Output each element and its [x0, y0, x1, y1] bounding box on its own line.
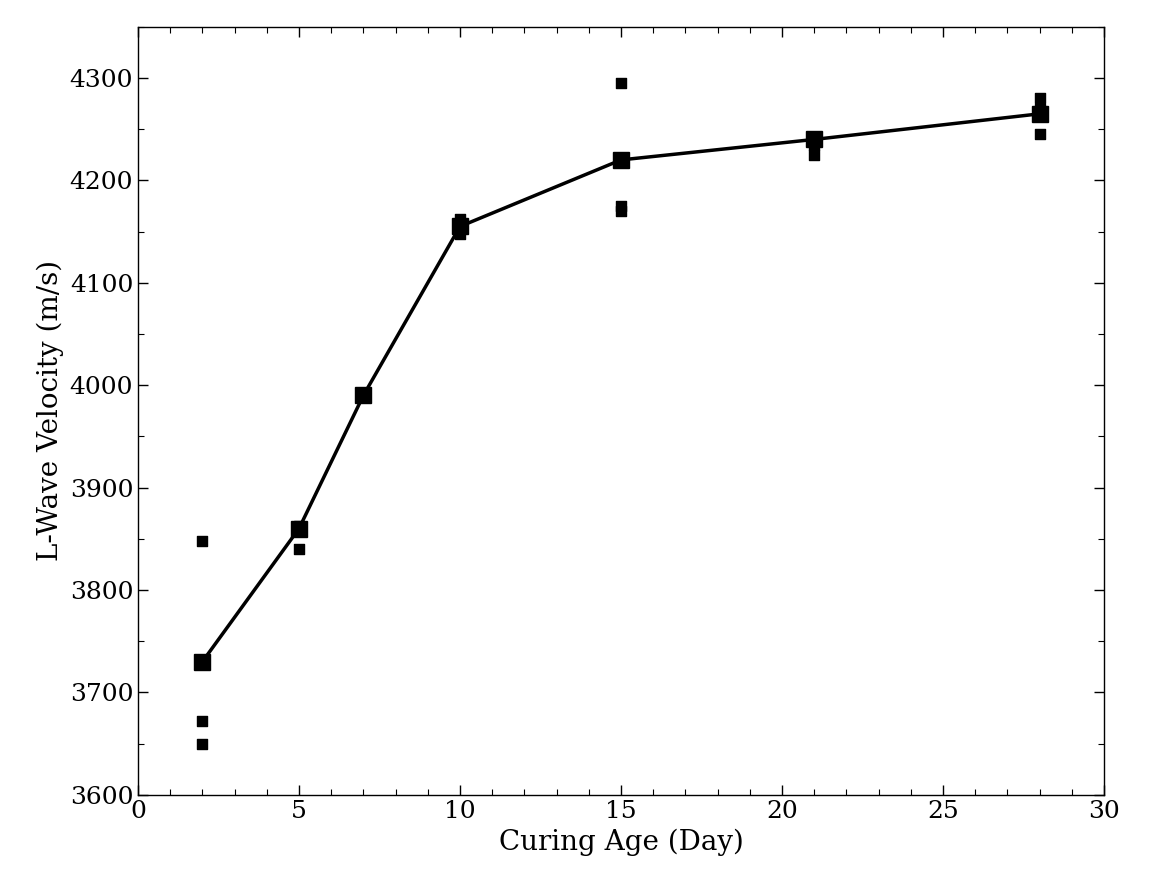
Point [193, 656, 212, 671]
Point [805, 147, 823, 162]
Point [805, 138, 823, 152]
Point [1030, 91, 1049, 105]
Point [612, 204, 630, 218]
Point [290, 520, 308, 534]
Point [193, 737, 212, 751]
Point [1030, 127, 1049, 141]
Point [451, 213, 469, 227]
Point [193, 534, 212, 548]
Point [451, 227, 469, 241]
Point [612, 76, 630, 90]
X-axis label: Curing Age (Day): Curing Age (Day) [499, 828, 743, 855]
Point [612, 154, 630, 169]
Point [612, 199, 630, 213]
Point [805, 130, 823, 145]
Point [1030, 102, 1049, 116]
Point [193, 714, 212, 728]
Point [290, 542, 308, 556]
Y-axis label: L-Wave Velocity (m/s): L-Wave Velocity (m/s) [37, 260, 64, 562]
